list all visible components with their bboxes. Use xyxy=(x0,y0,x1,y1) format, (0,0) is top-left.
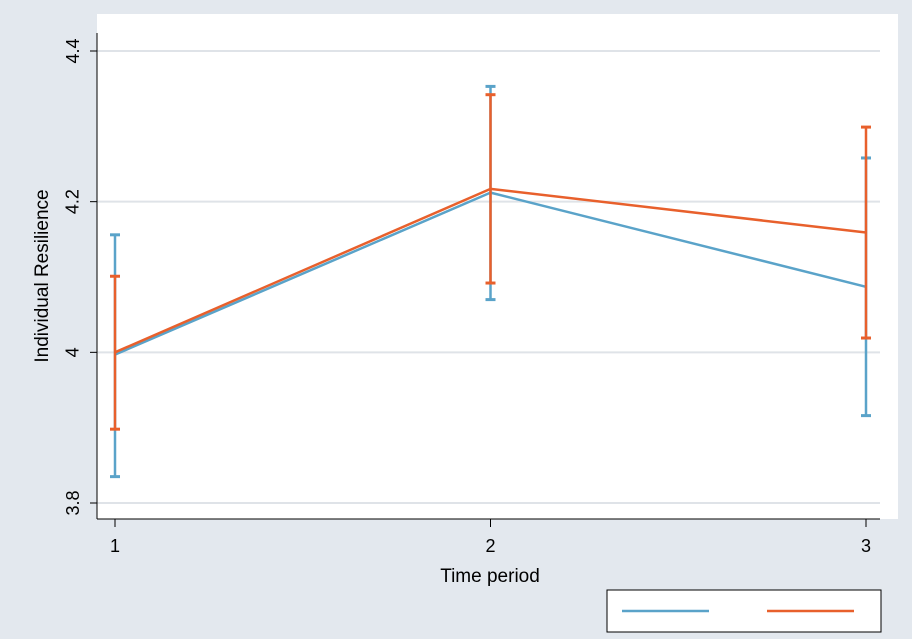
legend xyxy=(606,589,882,633)
plot-area xyxy=(97,14,898,519)
x-tick-label: 2 xyxy=(485,536,495,556)
y-axis-title: Individual Resilience xyxy=(32,189,53,362)
axes xyxy=(96,33,880,520)
x-axis-title: Time period xyxy=(440,566,540,587)
y-tick-label: 4 xyxy=(63,347,83,357)
ticks: 3.8 4 4.2 4.4 1 2 3 xyxy=(63,38,871,556)
series-line xyxy=(114,187,867,354)
y-tick-label: 4.4 xyxy=(63,38,83,63)
y-tick-label: 3.8 xyxy=(63,490,83,515)
gridlines xyxy=(97,50,880,504)
x-tick-label: 3 xyxy=(861,536,871,556)
data-series xyxy=(110,84,871,479)
y-tick-label: 4.2 xyxy=(63,189,83,214)
x-tick-label: 1 xyxy=(110,536,120,556)
series-2 xyxy=(110,93,871,431)
